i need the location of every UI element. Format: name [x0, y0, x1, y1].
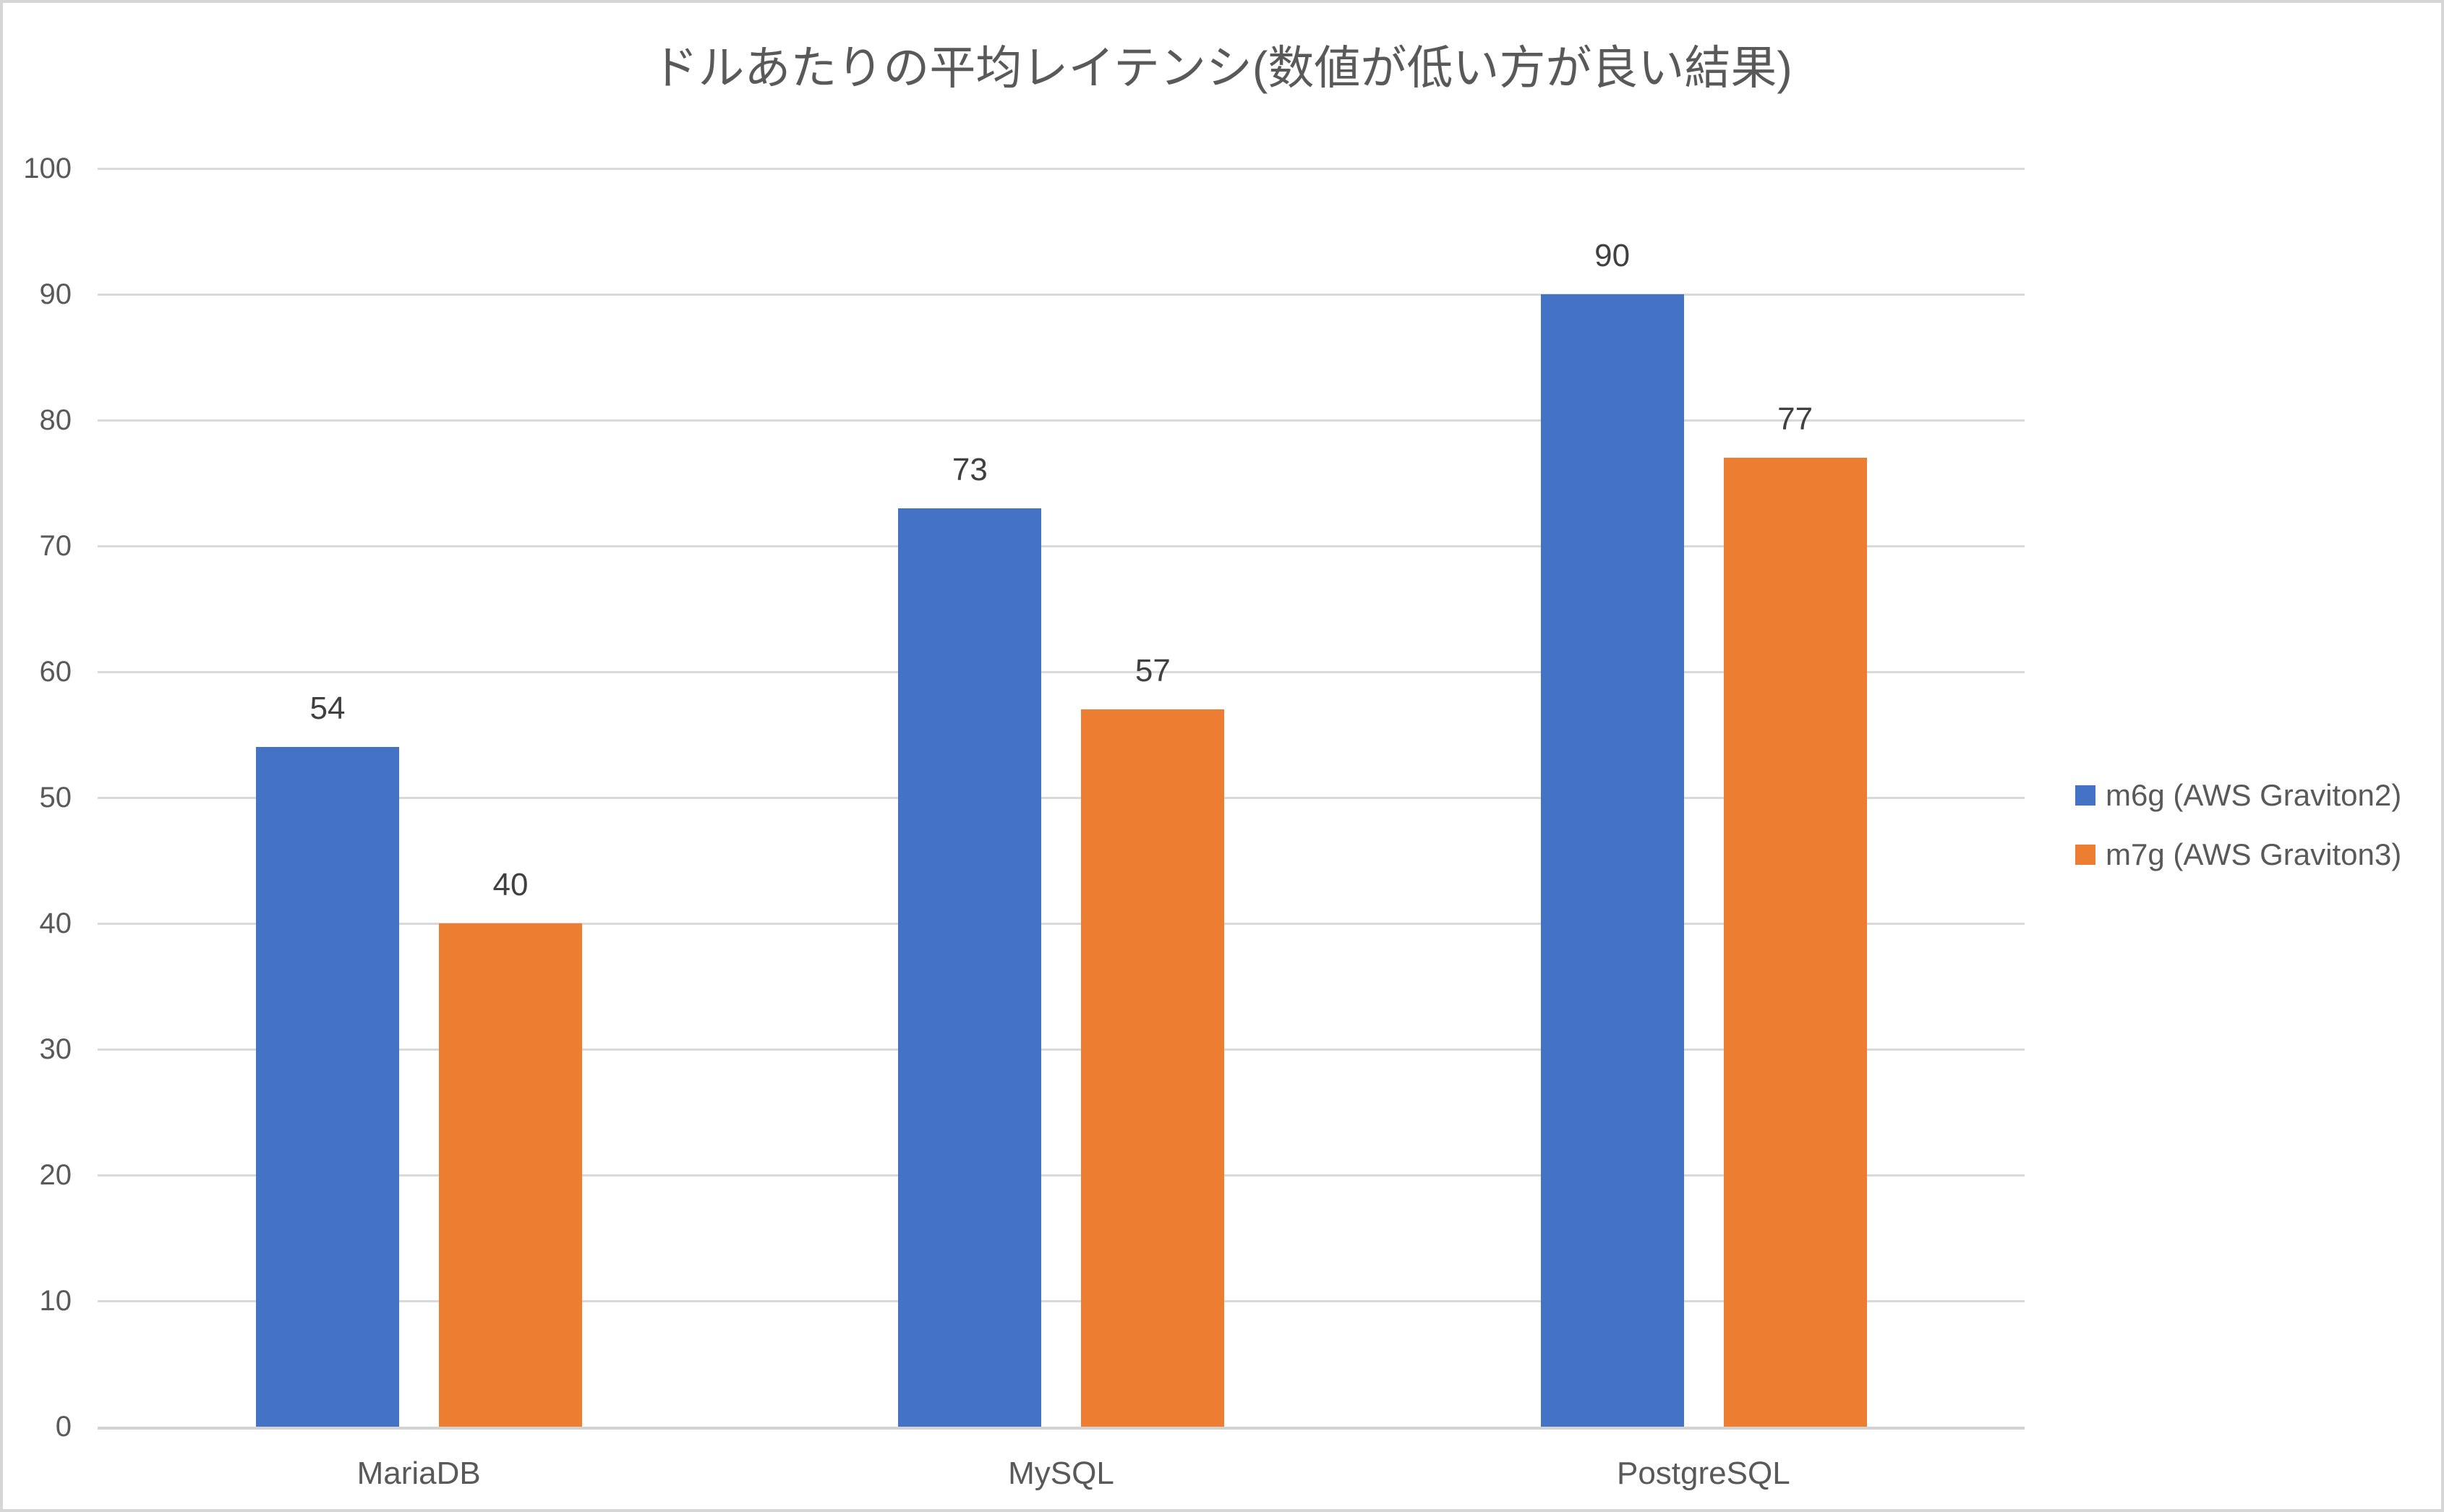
- bar-PostgreSQL-m6g: [1540, 294, 1684, 1427]
- legend-item-m6g: m6g (AWS Graviton2): [2075, 777, 2401, 814]
- bar-MySQL-m6g: [898, 508, 1042, 1427]
- bar-PostgreSQL-m7g: [1723, 458, 1867, 1427]
- y-axis-tick-50: 50: [39, 782, 72, 813]
- gridline-20: [98, 1174, 2025, 1176]
- y-axis-tick-100: 100: [23, 153, 72, 184]
- legend-item-m7g: m7g (AWS Graviton3): [2075, 836, 2401, 874]
- legend-swatch-m7g: [2075, 845, 2095, 865]
- y-axis-tick-70: 70: [39, 530, 72, 562]
- bar-MariaDB-m6g: [256, 747, 399, 1427]
- legend-label-m7g: m7g (AWS Graviton3): [2106, 837, 2402, 871]
- gridline-30: [98, 1048, 2025, 1051]
- data-label-MySQL-m7g: 57: [1135, 653, 1171, 689]
- bar-MariaDB-m7g: [439, 923, 582, 1427]
- gridline-90: [98, 294, 2025, 296]
- y-axis-tick-0: 0: [55, 1411, 72, 1443]
- gridline-50: [98, 797, 2025, 799]
- y-axis-tick-10: 10: [39, 1285, 72, 1317]
- legend-swatch-m6g: [2075, 785, 2095, 806]
- gridline-80: [98, 419, 2025, 422]
- data-label-PostgreSQL-m7g: 77: [1777, 401, 1813, 437]
- bar-MySQL-m7g: [1081, 709, 1225, 1427]
- y-axis-tick-30: 30: [39, 1033, 72, 1065]
- gridline-70: [98, 545, 2025, 547]
- gridline-10: [98, 1300, 2025, 1302]
- gridline-40: [98, 923, 2025, 925]
- data-label-MariaDB-m6g: 54: [309, 691, 346, 727]
- data-label-PostgreSQL-m6g: 90: [1594, 238, 1631, 273]
- data-label-MariaDB-m7g: 40: [492, 867, 529, 902]
- category-label-PostgreSQL: PostgreSQL: [1616, 1456, 1790, 1491]
- gridline-60: [98, 671, 2025, 673]
- category-label-MySQL: MySQL: [1008, 1456, 1114, 1491]
- y-axis-tick-20: 20: [39, 1159, 72, 1191]
- y-axis-tick-80: 80: [39, 404, 72, 436]
- y-axis-tick-60: 60: [39, 656, 72, 688]
- legend-label-m6g: m6g (AWS Graviton2): [2106, 778, 2402, 812]
- data-label-MySQL-m6g: 73: [952, 451, 988, 487]
- gridline-100: [98, 168, 2025, 170]
- y-axis-tick-90: 90: [39, 278, 72, 310]
- x-axis-line: [98, 1427, 2025, 1430]
- y-axis-tick-40: 40: [39, 907, 72, 939]
- category-label-MariaDB: MariaDB: [356, 1456, 481, 1491]
- chart-title: ドルあたりの平均レイテンシ(数値が低い方が良い結果): [651, 42, 1793, 94]
